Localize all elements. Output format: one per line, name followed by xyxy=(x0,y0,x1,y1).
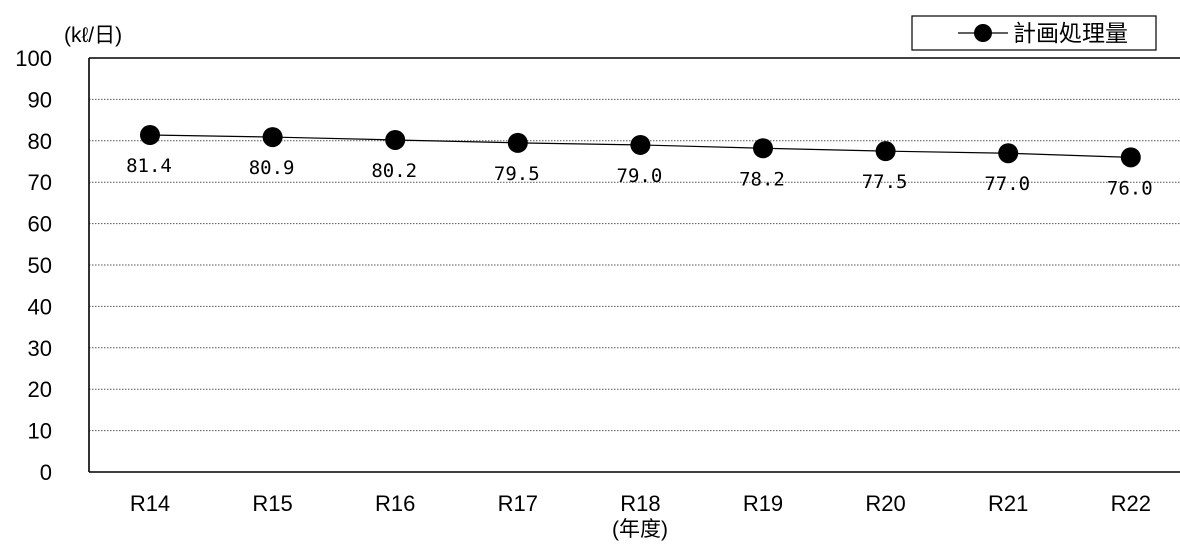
data-label: 79.5 xyxy=(494,163,540,185)
data-point xyxy=(140,125,160,146)
data-point xyxy=(875,141,896,162)
y-tick-label: 60 xyxy=(28,212,52,237)
data-point xyxy=(630,134,651,155)
data-point xyxy=(262,127,283,148)
y-tick-labels: 0 10 20 30 40 50 60 70 80 90 100 xyxy=(15,46,52,485)
data-label: 80.2 xyxy=(371,160,417,182)
y-tick-label: 40 xyxy=(28,294,52,319)
x-unit-label: (年度) xyxy=(612,518,668,541)
data-label: 76.0 xyxy=(1107,177,1153,199)
data-point xyxy=(753,138,773,159)
gridlines xyxy=(89,98,1180,432)
data-point xyxy=(998,143,1019,164)
x-tick-label: R19 xyxy=(743,491,783,516)
data-label: 78.2 xyxy=(739,168,785,190)
legend-box xyxy=(911,15,1157,51)
legend: 計画処理量 xyxy=(911,15,1157,51)
data-point xyxy=(385,129,406,150)
data-point xyxy=(507,132,528,153)
x-tick-label: R22 xyxy=(1111,491,1151,516)
data-label: 79.0 xyxy=(617,165,663,187)
legend-label: 計画処理量 xyxy=(1013,20,1128,46)
y-tick-label: 50 xyxy=(28,253,52,278)
y-tick-label: 90 xyxy=(28,87,52,112)
series-plan-volume xyxy=(140,125,1141,168)
legend-marker xyxy=(974,24,992,42)
data-label: 80.9 xyxy=(249,157,295,179)
data-label: 77.0 xyxy=(984,173,1030,195)
axes xyxy=(88,57,1180,473)
data-label: 81.4 xyxy=(126,155,172,177)
data-label: 77.5 xyxy=(862,171,908,193)
y-tick-label: 10 xyxy=(28,419,52,444)
y-tick-label: 20 xyxy=(28,377,52,402)
y-tick-label: 100 xyxy=(15,46,52,71)
x-tick-label: R14 xyxy=(130,491,170,516)
x-tick-label: R16 xyxy=(375,491,415,516)
data-point xyxy=(1120,147,1141,168)
x-tick-label: R17 xyxy=(498,491,538,516)
y-tick-label: 80 xyxy=(28,129,52,154)
x-tick-label: R21 xyxy=(988,491,1028,516)
y-tick-label: 70 xyxy=(28,170,52,195)
y-tick-label: 0 xyxy=(40,460,52,485)
x-tick-label: R15 xyxy=(252,491,292,516)
y-tick-label: 30 xyxy=(28,336,52,361)
x-tick-label: R20 xyxy=(865,491,905,516)
y-unit-label: (kℓ/日) xyxy=(64,24,122,47)
data-labels: 81.4 80.9 80.2 79.5 79.0 78.2 77.5 77.0 76.0 xyxy=(126,155,1153,199)
x-tick-labels: R14 R15 R16 R17 R18 R19 R20 R21 R22 xyxy=(130,491,1151,516)
x-tick-label: R18 xyxy=(620,491,660,516)
